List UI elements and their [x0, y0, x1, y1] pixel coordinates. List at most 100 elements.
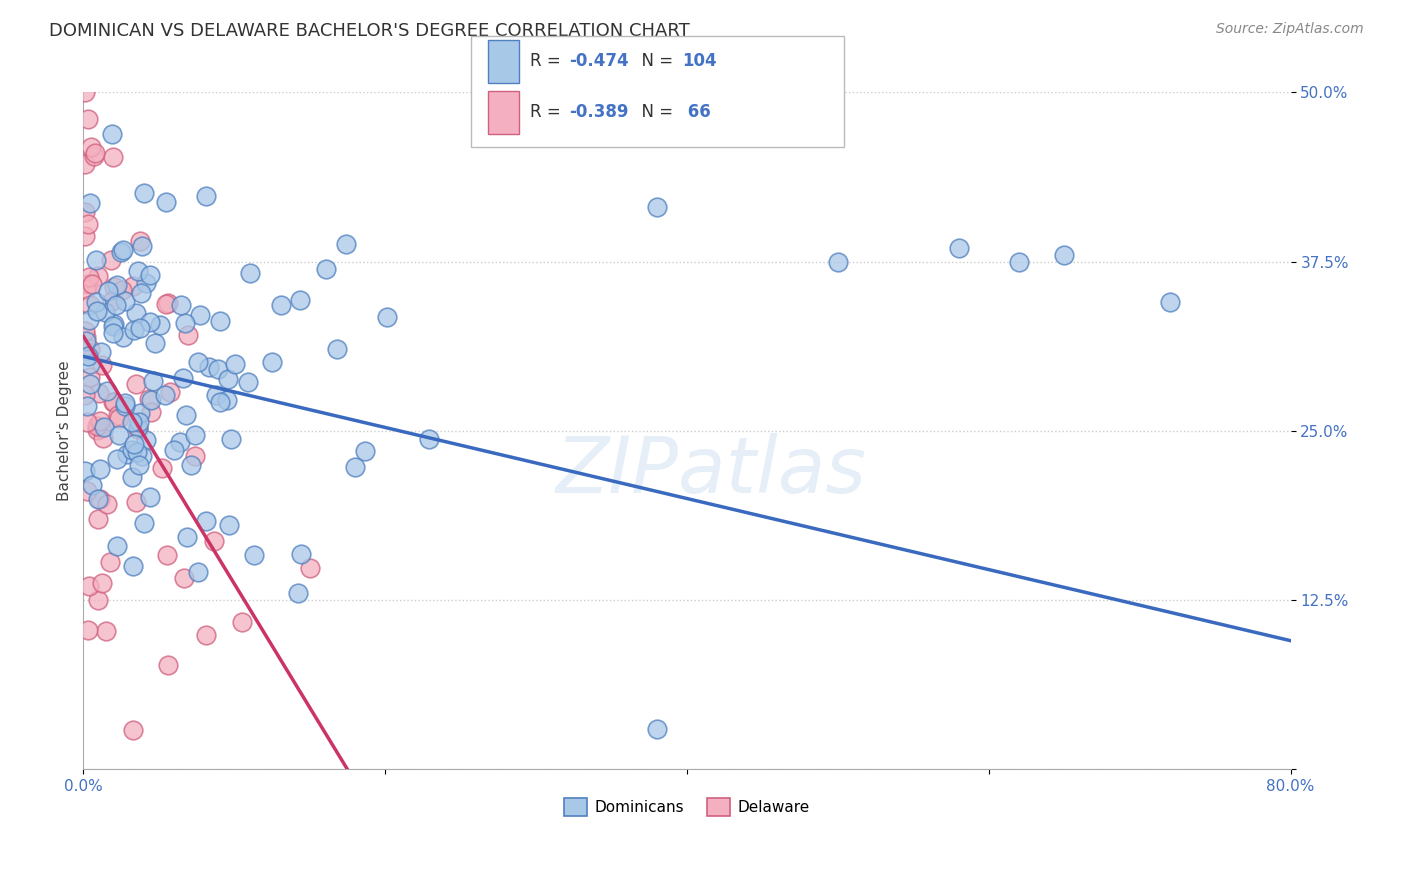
Point — [75, 330, 97, 344]
Point — [218, 518, 240, 533]
Point — [1159, 295, 1181, 310]
Point — [75, 344, 97, 359]
Point — [139, 392, 162, 407]
Point — [177, 327, 200, 342]
Text: 104: 104 — [682, 52, 717, 70]
Point — [128, 458, 150, 472]
Point — [325, 342, 347, 356]
Point — [236, 375, 259, 389]
Point — [184, 428, 207, 442]
Point — [127, 422, 149, 436]
Point — [174, 317, 197, 331]
Point — [121, 470, 143, 484]
Text: N =: N = — [631, 52, 679, 70]
Point — [75, 334, 97, 348]
Legend: Dominicans, Delaware: Dominicans, Delaware — [558, 792, 815, 822]
Point — [188, 308, 211, 322]
Point — [77, 277, 100, 292]
Point — [139, 268, 162, 283]
Point — [418, 432, 440, 446]
Point — [86, 423, 108, 437]
Point — [315, 261, 337, 276]
Point — [132, 516, 155, 530]
Point — [243, 548, 266, 562]
Point — [105, 540, 128, 554]
Point — [124, 306, 146, 320]
Point — [76, 624, 98, 638]
Point — [107, 278, 129, 293]
Text: -0.389: -0.389 — [569, 103, 628, 121]
Point — [131, 239, 153, 253]
Text: Source: ZipAtlas.com: Source: ZipAtlas.com — [1216, 22, 1364, 37]
Point — [135, 433, 157, 447]
Point — [84, 252, 107, 267]
Point — [96, 497, 118, 511]
Point — [208, 394, 231, 409]
Point — [87, 385, 110, 400]
Point — [217, 392, 239, 407]
Point — [194, 189, 217, 203]
Point — [93, 420, 115, 434]
Point — [645, 722, 668, 736]
Y-axis label: Bachelor's Degree: Bachelor's Degree — [58, 360, 72, 501]
Point — [128, 321, 150, 335]
Point — [83, 149, 105, 163]
Point — [187, 565, 209, 579]
Point — [129, 285, 152, 300]
Point — [101, 293, 124, 308]
Point — [73, 205, 96, 219]
Point — [139, 491, 162, 505]
Text: 66: 66 — [682, 103, 710, 121]
Point — [125, 495, 148, 509]
Point — [1053, 248, 1076, 262]
Text: R =: R = — [530, 103, 567, 121]
Point — [138, 392, 160, 406]
Point — [270, 298, 292, 312]
Point — [87, 268, 110, 283]
Point — [79, 313, 101, 327]
Point — [155, 194, 177, 209]
Point — [142, 374, 165, 388]
Point — [159, 384, 181, 399]
Point — [127, 445, 149, 459]
Point — [75, 229, 97, 244]
Point — [156, 548, 179, 562]
Point — [169, 298, 191, 312]
Point — [86, 304, 108, 318]
Point — [96, 624, 118, 639]
Point — [84, 146, 107, 161]
Point — [75, 324, 97, 338]
Text: R =: R = — [530, 52, 567, 70]
Point — [290, 293, 312, 308]
Point — [157, 657, 180, 672]
Point — [121, 443, 143, 458]
Point — [645, 201, 668, 215]
Point — [110, 245, 132, 260]
Point — [100, 127, 122, 141]
Point — [80, 139, 103, 153]
Text: -0.474: -0.474 — [569, 52, 628, 70]
Point — [184, 449, 207, 463]
Point — [194, 514, 217, 528]
Point — [149, 318, 172, 332]
Point — [122, 559, 145, 574]
Point — [231, 615, 253, 629]
Point — [122, 278, 145, 293]
Point — [94, 305, 117, 319]
Point — [84, 295, 107, 310]
Point — [335, 237, 357, 252]
Point — [76, 484, 98, 499]
Point — [157, 296, 180, 310]
Point — [73, 388, 96, 402]
Point — [139, 315, 162, 329]
Point — [298, 561, 321, 575]
Point — [172, 370, 194, 384]
Point — [217, 371, 239, 385]
Point — [86, 419, 108, 434]
Point — [77, 270, 100, 285]
Point — [169, 434, 191, 449]
Point — [79, 370, 101, 384]
Point — [262, 354, 284, 368]
Point — [107, 408, 129, 422]
Point — [131, 449, 153, 463]
